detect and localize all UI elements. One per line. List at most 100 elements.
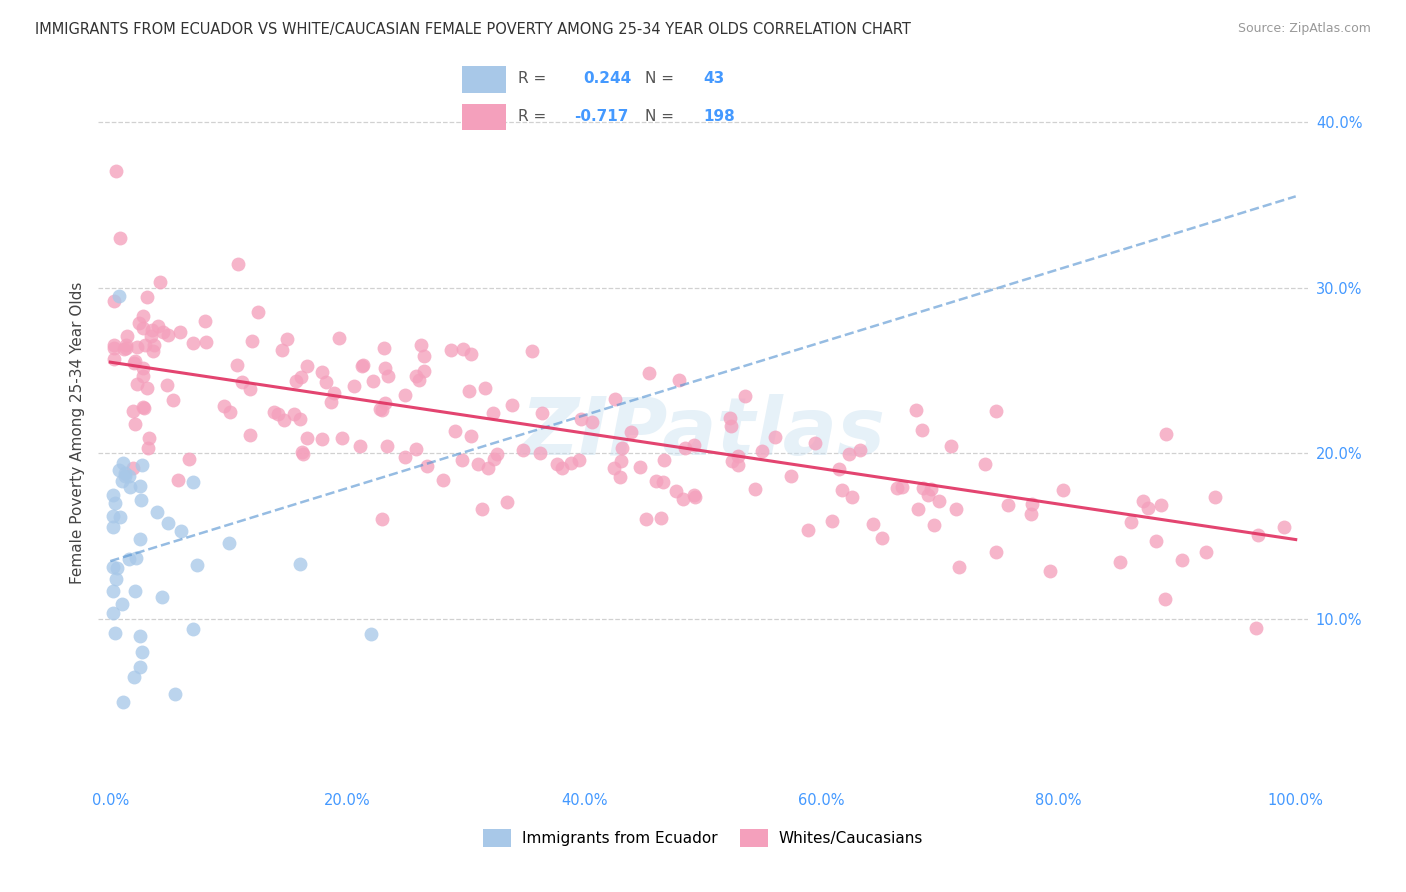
Point — [672, 492, 695, 507]
Point — [652, 453, 675, 467]
Point — [1244, 621, 1267, 635]
Point — [727, 458, 749, 472]
Point — [122, 403, 145, 417]
Point — [373, 341, 395, 355]
Point — [650, 511, 672, 525]
Point — [283, 407, 305, 421]
Point — [132, 401, 155, 415]
Point — [484, 451, 506, 466]
Point — [363, 374, 385, 388]
Point — [377, 368, 399, 383]
Point — [156, 516, 179, 530]
Point — [112, 342, 135, 356]
Point — [103, 342, 125, 356]
Point — [321, 395, 343, 409]
Point — [920, 482, 942, 496]
Point — [720, 418, 742, 433]
Point — [350, 359, 373, 373]
Point — [125, 550, 148, 565]
Point — [101, 584, 124, 599]
Point — [214, 399, 236, 413]
Point — [668, 373, 690, 387]
Point — [721, 454, 744, 468]
Point — [273, 413, 295, 427]
Point — [443, 424, 465, 438]
Point — [349, 439, 371, 453]
Point — [124, 417, 146, 432]
Point — [522, 343, 544, 358]
Point — [634, 512, 657, 526]
Point — [907, 501, 929, 516]
Text: ZIPatlas: ZIPatlas — [520, 393, 886, 472]
Point — [142, 344, 165, 359]
Point — [105, 164, 128, 178]
Point — [218, 536, 240, 550]
Point — [288, 557, 311, 571]
Point — [1052, 483, 1074, 498]
Text: R =: R = — [517, 109, 551, 124]
Point — [131, 458, 153, 472]
Text: 198: 198 — [703, 109, 735, 124]
Point — [911, 423, 934, 437]
Point — [194, 314, 217, 328]
Text: R =: R = — [517, 71, 551, 86]
Point — [481, 406, 503, 420]
Point — [440, 343, 463, 358]
Point — [501, 398, 523, 412]
Point — [297, 359, 319, 374]
Point — [103, 293, 125, 308]
Point — [263, 405, 285, 419]
Point — [862, 516, 884, 531]
Point — [374, 360, 396, 375]
Point — [179, 451, 201, 466]
Point — [551, 461, 574, 475]
Point — [904, 403, 927, 417]
Point — [134, 338, 156, 352]
Point — [718, 410, 741, 425]
Point — [477, 460, 499, 475]
Point — [152, 325, 174, 339]
Text: Source: ZipAtlas.com: Source: ZipAtlas.com — [1237, 22, 1371, 36]
Text: -0.717: -0.717 — [574, 109, 628, 124]
Point — [609, 470, 631, 484]
Point — [111, 597, 134, 611]
Point — [104, 496, 127, 510]
Point — [405, 368, 427, 383]
Point — [186, 558, 208, 572]
Point — [129, 479, 152, 493]
Point — [118, 552, 141, 566]
FancyBboxPatch shape — [463, 66, 506, 93]
Point — [101, 560, 124, 574]
Point — [228, 257, 250, 271]
Point — [890, 480, 912, 494]
Point — [412, 349, 434, 363]
Point — [797, 523, 820, 537]
Legend: Immigrants from Ecuador, Whites/Caucasians: Immigrants from Ecuador, Whites/Caucasia… — [475, 821, 931, 855]
Point — [467, 457, 489, 471]
Point — [111, 695, 134, 709]
Point — [375, 439, 398, 453]
Point — [103, 626, 125, 640]
Point — [409, 337, 432, 351]
Point — [146, 318, 169, 333]
Point — [352, 359, 374, 373]
Point — [1204, 490, 1226, 504]
Point — [602, 461, 624, 475]
Point — [841, 490, 863, 504]
Point — [132, 360, 155, 375]
Point — [276, 332, 298, 346]
Point — [568, 453, 591, 467]
Point — [129, 629, 152, 643]
Point — [240, 334, 263, 348]
Point — [239, 427, 262, 442]
Point — [620, 425, 643, 439]
Point — [984, 404, 1007, 418]
Point — [645, 475, 668, 489]
Point — [246, 305, 269, 319]
Point — [371, 402, 394, 417]
Point — [486, 447, 509, 461]
Point — [530, 406, 553, 420]
Point — [105, 572, 128, 586]
Point — [928, 493, 950, 508]
Point — [945, 502, 967, 516]
